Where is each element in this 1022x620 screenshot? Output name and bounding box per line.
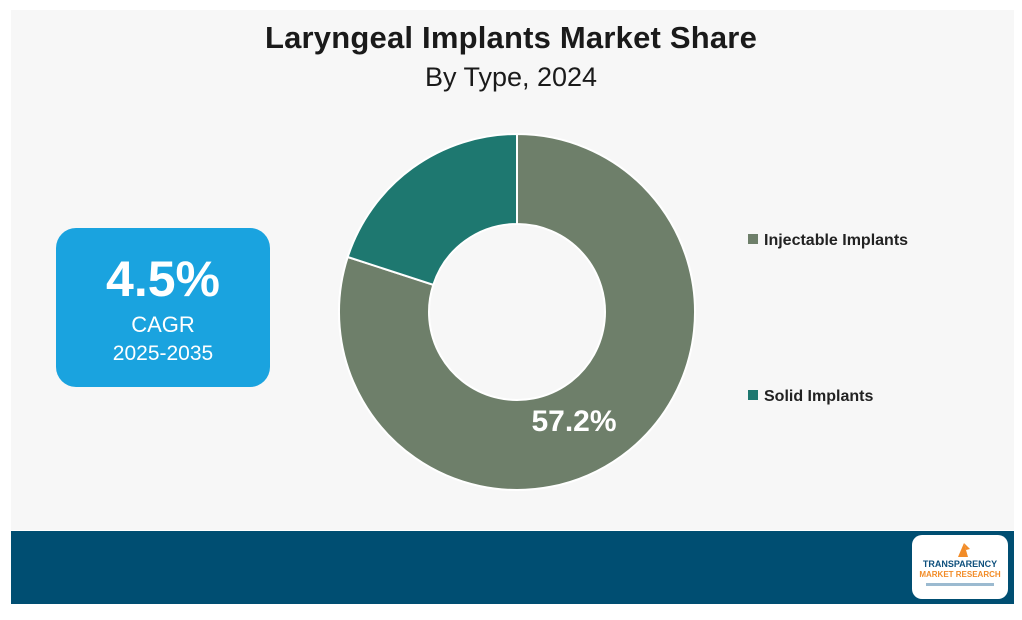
legend-swatch-solid bbox=[748, 390, 758, 400]
legend-label-injectable: Injectable Implants bbox=[764, 232, 909, 249]
logo-text-line2: MARKET RESEARCH bbox=[919, 570, 1001, 579]
legend-swatch-injectable bbox=[748, 234, 758, 244]
legend-item-solid-implants: Solid Implants bbox=[748, 388, 873, 406]
footer-bar bbox=[11, 531, 1014, 604]
donut-slice-injectable-implants bbox=[338, 132, 696, 491]
cagr-value: 4.5% bbox=[106, 251, 220, 307]
chart-subtitle: By Type, 2024 bbox=[424, 62, 598, 92]
donut-slice-solid-implants bbox=[346, 132, 518, 287]
company-logo: TRANSPARENCY MARKET RESEARCH bbox=[912, 535, 1008, 599]
chart-title: Laryngeal Implants Market Share bbox=[264, 20, 758, 55]
logo-arrow-icon bbox=[958, 543, 970, 557]
cagr-badge: 4.5% CAGR 2025-2035 bbox=[56, 228, 270, 387]
legend-item-injectable-implants: Injectable Implants bbox=[748, 232, 908, 250]
logo-text-line1: TRANSPARENCY bbox=[922, 559, 998, 569]
cagr-label: CAGR bbox=[131, 312, 195, 337]
data-label-injectable-implants: 57.2% bbox=[531, 405, 616, 438]
legend-label-solid: Solid Implants bbox=[764, 388, 874, 405]
cagr-period: 2025-2035 bbox=[112, 342, 214, 365]
logo-tagline-bar bbox=[926, 583, 994, 586]
